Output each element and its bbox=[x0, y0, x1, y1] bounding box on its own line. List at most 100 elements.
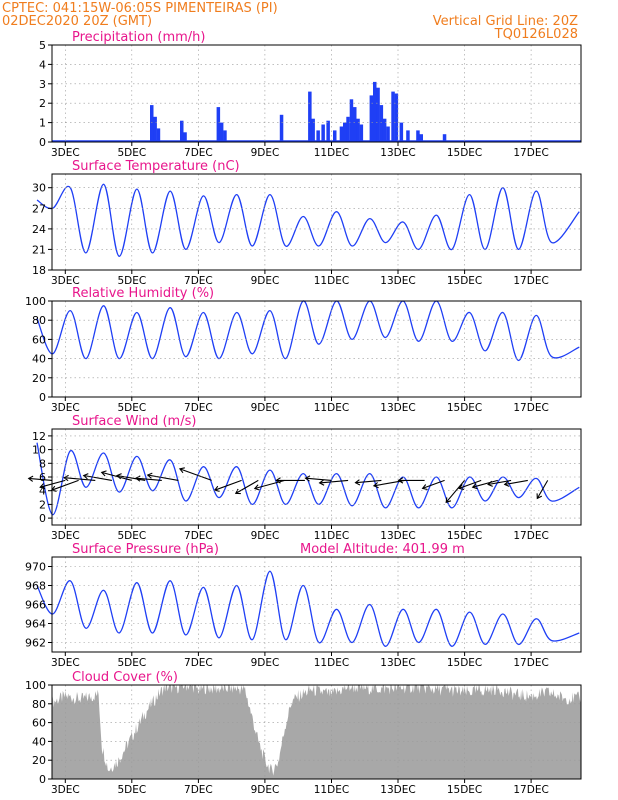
precip-bar bbox=[279, 114, 284, 142]
data-layer bbox=[36, 570, 580, 647]
wind-arrow-head bbox=[115, 473, 122, 480]
panel-frame bbox=[51, 44, 582, 143]
precip-bar bbox=[419, 134, 423, 142]
grid bbox=[52, 301, 581, 397]
precip-bar bbox=[339, 126, 344, 142]
wind-arrow-shaft bbox=[488, 479, 512, 486]
x-tick-label: 5DEC bbox=[117, 530, 146, 542]
precip-bar bbox=[343, 122, 347, 142]
wind-arrow bbox=[134, 475, 162, 482]
wind-arrow-shaft bbox=[214, 479, 242, 491]
wind-arrow bbox=[458, 479, 482, 491]
panel-5: Surface Pressure (hPa) Model Altitude: 40… bbox=[25, 542, 582, 669]
wind-arrow-head bbox=[304, 475, 311, 482]
precip-bar bbox=[406, 130, 410, 142]
wind-arrow-head bbox=[146, 472, 153, 479]
x-tick-label: 7DEC bbox=[184, 402, 213, 414]
wind-arrow bbox=[318, 479, 349, 486]
y-tick-label: 60 bbox=[32, 717, 46, 730]
wind-arrow bbox=[503, 479, 528, 487]
precip-bar bbox=[382, 118, 387, 142]
x-tick-label: 3DEC bbox=[51, 530, 80, 542]
y-tick-label: 60 bbox=[32, 333, 46, 346]
panel-title: Surface Pressure (hPa) bbox=[72, 542, 219, 557]
y-tick-label: 3 bbox=[39, 78, 46, 91]
x-tick-label: 7DEC bbox=[184, 784, 213, 796]
y-tick-label: 6 bbox=[39, 471, 46, 484]
wind-arrow-shaft bbox=[254, 479, 286, 490]
y-tick-label: 964 bbox=[25, 618, 46, 631]
y-tick-label: 1 bbox=[39, 117, 46, 130]
y-tick-label: 10 bbox=[32, 444, 46, 457]
y-tick-label: 21 bbox=[32, 243, 46, 256]
panel-1: Precipitation (mm/h) 0 1 2 3 4 5 3DEC 5DEC 7DEC 9D… bbox=[39, 30, 582, 159]
panel-frame bbox=[51, 173, 582, 271]
panel-subtitle: Model Altitude: 401.99 m bbox=[300, 542, 465, 557]
wind-arrow-shaft bbox=[51, 479, 79, 491]
precip-bar bbox=[326, 120, 330, 142]
wind-arrow bbox=[39, 479, 66, 490]
wind-arrow bbox=[234, 479, 259, 495]
precip-bar bbox=[359, 124, 364, 142]
y-tick-label: 962 bbox=[25, 637, 46, 650]
y-tick-label: 5 bbox=[39, 39, 46, 52]
wind-arrow bbox=[115, 473, 146, 481]
data-layer bbox=[36, 183, 580, 257]
panel-6: Cloud Cover (%) 0 20 40 60 80 100 3DEC 5DEC 7DEC 9… bbox=[25, 670, 582, 796]
x-tick-label: 13DEC bbox=[380, 402, 415, 414]
x-tick-label: 17DEC bbox=[513, 147, 548, 159]
precip-bar bbox=[156, 128, 161, 142]
wind-arrow-head bbox=[354, 479, 361, 486]
panel-title: Precipitation (mm/h) bbox=[72, 30, 205, 45]
wind-arrow-shaft bbox=[319, 479, 349, 484]
station-label: CPTEC: 041:15W-06:05S PIMENTEIRAS (PI) bbox=[2, 1, 278, 16]
x-tick-label: 11DEC bbox=[314, 530, 349, 542]
wind-arrow-head bbox=[178, 467, 185, 474]
x-tick-label: 3DEC bbox=[51, 402, 80, 414]
x-tick-label: 15DEC bbox=[447, 530, 482, 542]
wind-arrow-shaft bbox=[147, 474, 179, 481]
y-tick-label: 80 bbox=[32, 314, 46, 327]
precip-bar bbox=[153, 116, 157, 142]
y-tick-label: 0 bbox=[39, 391, 46, 404]
wind-arrow-shaft bbox=[116, 474, 146, 481]
precip-bar bbox=[386, 126, 390, 142]
panel-frame bbox=[51, 300, 582, 398]
wind-arrow-head bbox=[421, 484, 428, 491]
run-label: 02DEC2020 20Z (GMT) bbox=[2, 14, 152, 29]
wind-arrow-head bbox=[27, 475, 34, 482]
x-tick-label: 13DEC bbox=[380, 657, 415, 669]
y-tick-label: 4 bbox=[39, 485, 46, 498]
series-line bbox=[36, 183, 580, 257]
x-tick-label: 9DEC bbox=[251, 530, 280, 542]
x-tick-label: 17DEC bbox=[513, 275, 548, 287]
x-tick-label: 9DEC bbox=[251, 402, 280, 414]
series-line bbox=[36, 570, 580, 647]
y-tick-label: 2 bbox=[39, 498, 46, 511]
y-tick-label: 100 bbox=[25, 679, 46, 692]
wind-arrow-head bbox=[503, 480, 510, 487]
y-tick-label: 100 bbox=[25, 295, 46, 308]
precip-bar bbox=[391, 91, 395, 142]
x-tick-label: 15DEC bbox=[447, 657, 482, 669]
x-tick-label: 13DEC bbox=[380, 275, 415, 287]
x-tick-label: 15DEC bbox=[447, 402, 482, 414]
wind-arrow bbox=[100, 470, 132, 481]
wind-arrow-head bbox=[275, 477, 281, 484]
y-tick-label: 8 bbox=[39, 457, 46, 470]
precip-bar bbox=[399, 122, 404, 142]
wind-arrow-head bbox=[253, 484, 260, 491]
wind-arrow-head bbox=[487, 480, 493, 487]
panel-title: Surface Wind (m/s) bbox=[72, 414, 196, 429]
wind-arrow-head bbox=[471, 483, 478, 490]
precip-bar bbox=[369, 95, 374, 142]
precip-bar bbox=[333, 130, 337, 142]
wind-arrow-head bbox=[536, 493, 543, 500]
wind-arrow-shaft bbox=[28, 477, 53, 481]
panel-title: Relative Humidity (%) bbox=[72, 286, 214, 301]
wind-arrow-head bbox=[397, 477, 404, 484]
x-tick-label: 3DEC bbox=[51, 275, 80, 287]
wind-arrow-head bbox=[318, 479, 325, 486]
wind-arrow-shaft bbox=[422, 479, 445, 489]
